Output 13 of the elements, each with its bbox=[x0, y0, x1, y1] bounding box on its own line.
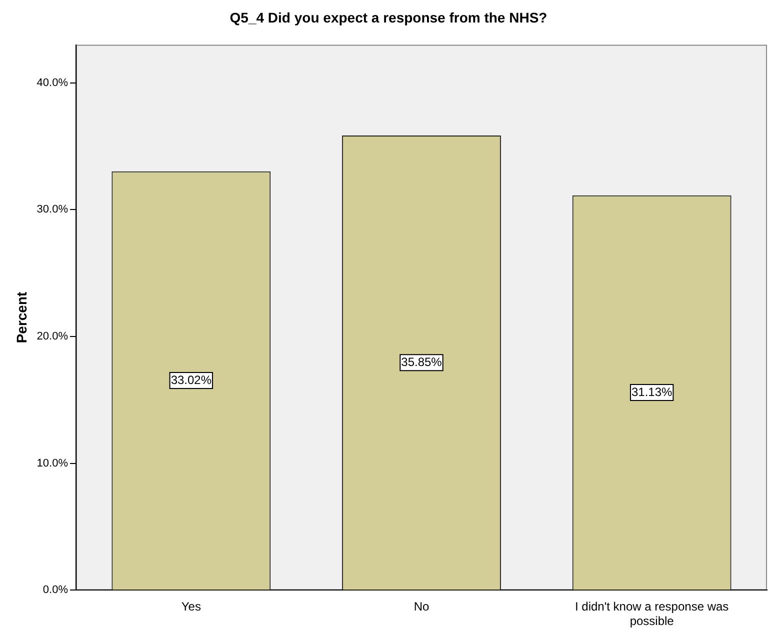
y-axis-title: Percent bbox=[13, 291, 30, 344]
chart-title: Q5_4 Did you expect a response from the NHS? bbox=[230, 9, 548, 26]
y-tick-label: 10.0% bbox=[36, 457, 68, 470]
x-tick-label: I didn't know a response was possible bbox=[574, 600, 729, 628]
y-tick-label: 40.0% bbox=[36, 76, 68, 89]
y-tick-label: 0.0% bbox=[42, 584, 68, 596]
x-tick-label: Yes bbox=[181, 600, 201, 614]
data-label: 35.85% bbox=[401, 354, 442, 369]
y-tick-label: 30.0% bbox=[36, 204, 68, 216]
x-tick-label: No bbox=[414, 600, 430, 614]
data-label: 33.02% bbox=[170, 372, 212, 387]
data-label: 31.13% bbox=[631, 384, 673, 399]
y-tick-label: 20.0% bbox=[36, 330, 68, 343]
